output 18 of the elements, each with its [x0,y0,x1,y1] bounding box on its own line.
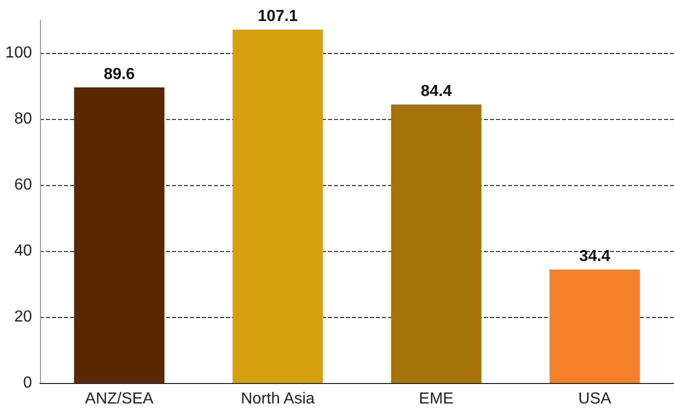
x-tick-label: North Asia [240,390,315,408]
y-tick-label: 40 [14,242,32,260]
y-tick-label: 60 [14,176,32,194]
x-tick-label: EME [418,390,454,408]
data-label: 84.4 [420,82,452,100]
y-tick-label: 80 [14,110,32,128]
data-label: 107.1 [258,8,298,26]
bar [391,104,482,383]
data-label: 89.6 [104,66,135,83]
y-tick-label: 0 [23,374,32,392]
y-tick-label: 100 [5,44,32,62]
x-tick-label: USA [578,390,612,408]
x-tick-label: ANZ/SEA [85,390,154,408]
bar [550,269,640,383]
data-label: 34.4 [579,248,610,265]
bar [74,87,164,383]
y-tick-label: 20 [14,308,32,326]
bar [232,30,323,383]
